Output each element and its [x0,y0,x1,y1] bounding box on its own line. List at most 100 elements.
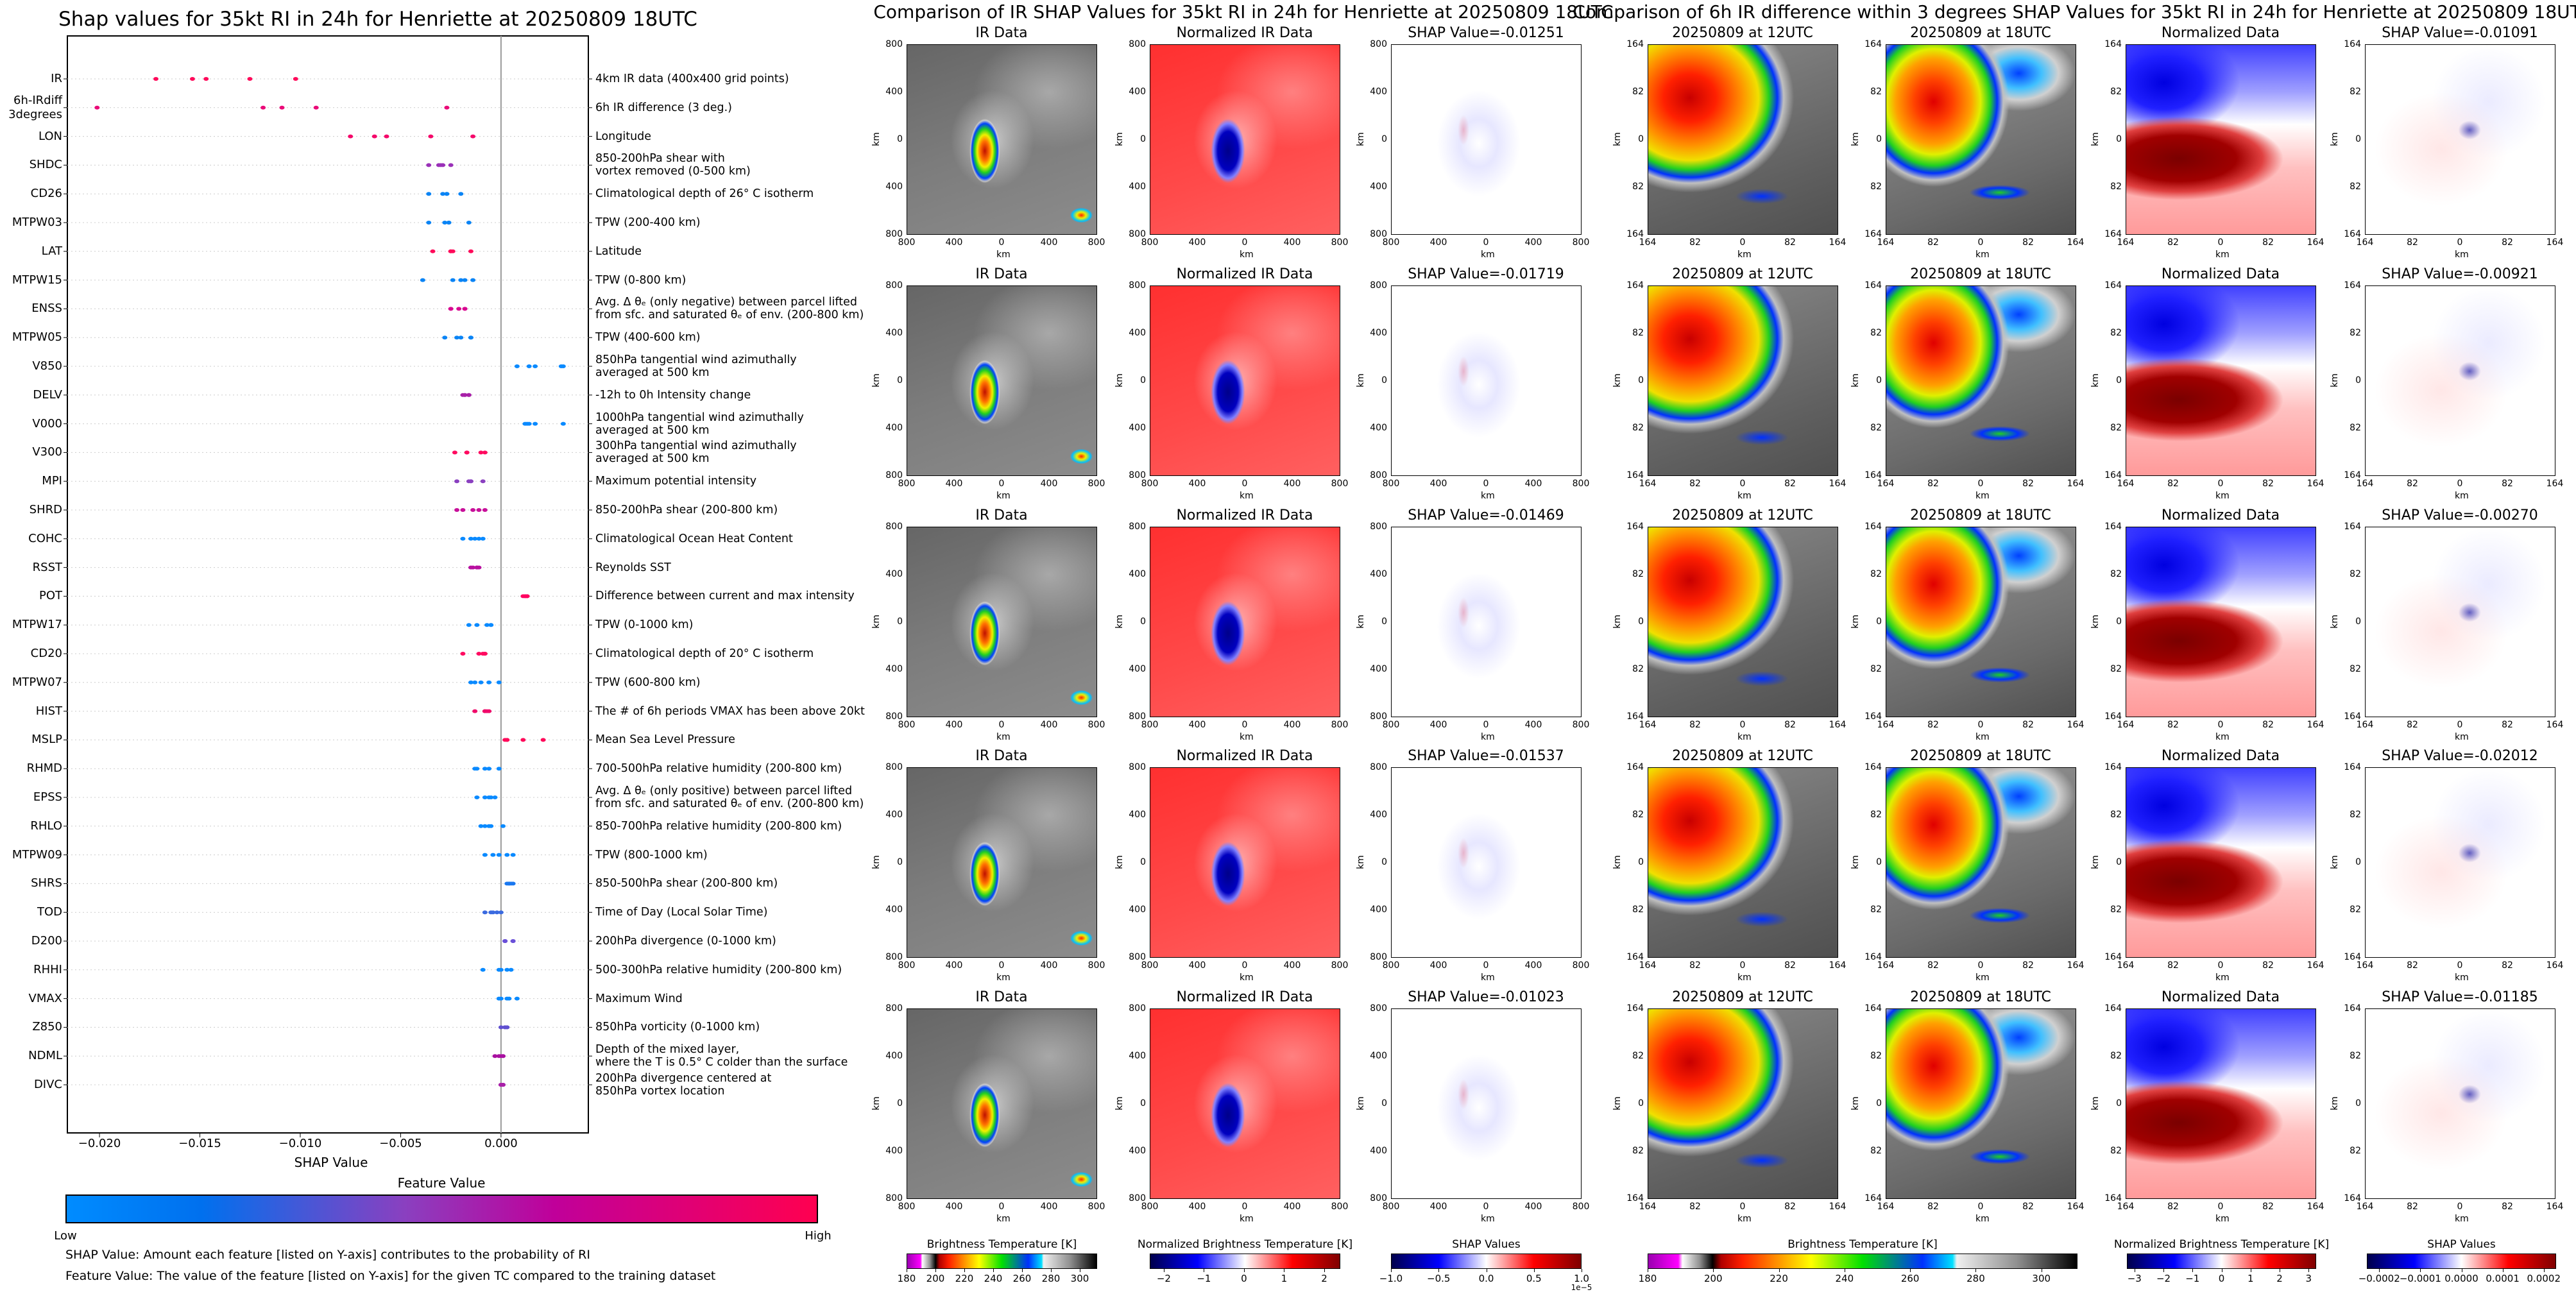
shap-point-Z850 [498,1025,504,1030]
y-axis-label: km [871,132,882,146]
y-tick-label: 800 [1129,280,1146,291]
feature-code-label: MTPW03 [12,216,62,229]
x-tick-label: 0 [2217,960,2224,971]
y-tick-label: 800 [1129,952,1146,962]
feature-description: Climatological Ocean Heat Content [595,532,793,545]
y-axis-label: km [1612,1096,1623,1110]
shap-point-MTPW07 [472,680,478,684]
x-tick-label: 0.000 [484,1137,518,1150]
panel-title: 20250809 at 12UTC [1672,989,1813,1005]
colorbar-seismic [2367,1254,2556,1269]
x-tick-label: 82 [2407,237,2418,248]
x-tick-label: 800 [898,1202,916,1212]
feature-code-label: ENSS [31,302,62,316]
y-tick-label: 0 [2116,1098,2122,1109]
y-tick-label: 164 [1626,952,1644,962]
x-tick-label: 82 [2262,1202,2274,1212]
y-tick-label: 164 [1864,1003,1882,1014]
panel-title: 20250809 at 18UTC [1910,507,2051,523]
feature-description: 850-500hPa shear (200-800 km) [595,877,778,890]
y-tick-label: 400 [1129,1146,1146,1156]
y-tick-label: 164 [2344,711,2361,722]
right-t18-image [1886,767,2076,958]
colorbar-high-label: High [805,1229,832,1243]
x-tick-label: 82 [2167,479,2179,489]
y-tick-label: 164 [2104,1003,2122,1014]
feature-description: 850hPa vorticity (0-1000 km) [595,1021,760,1034]
x-tick-label: 800 [1572,479,1590,489]
x-tick-label: 0 [1241,720,1248,730]
y-tick-label: 800 [1129,762,1146,772]
x-tick-label: 164 [2067,1202,2085,1212]
y-tick-label: 82 [1632,569,1644,579]
x-axis-label: km [1481,1214,1495,1224]
y-tick-label: 164 [2344,1193,2361,1203]
x-tick-label: 164 [2117,720,2135,730]
shap-point-MTPW05 [454,336,460,340]
y-tick-label: 0 [1140,616,1146,627]
feature-description: Reynolds SST [595,561,671,574]
y-axis-label: km [871,1096,882,1110]
y-tick-label: 82 [1632,810,1644,820]
y-tick-label: 164 [1864,522,1882,532]
shap-point-MTPW03 [442,221,448,225]
mid-shap-image [1391,285,1582,476]
y-tick-label: 0 [1381,857,1387,867]
y-tick-label: 400 [1370,423,1387,433]
x-tick-label: 0 [2457,237,2463,248]
y-axis-label: km [1850,132,1861,146]
colorbar-tick [2420,1269,2421,1272]
shap-point-SHRD [470,508,476,512]
x-axis-label: km [1240,250,1254,260]
y-tick-label: 82 [1632,1146,1644,1156]
y-axis-label: km [2329,132,2340,146]
shap-point-RHHI [504,967,510,972]
colorbar-tick-label: −2 [1156,1273,1171,1284]
mid-shap-image [1391,1008,1582,1199]
feature-description: TPW (600-800 km) [595,676,701,689]
colorbar-tick [1022,1269,1023,1272]
x-axis-label: km [2455,491,2469,501]
shap-point-SHDC [426,163,432,167]
y-tick-label: 400 [1129,1051,1146,1061]
x-tick-label: 400 [1040,237,1058,248]
colorbar-tick-label: 220 [955,1273,974,1284]
shap-point-RHHI [498,967,504,972]
shap-point-MTPW09 [510,853,516,857]
feature-code-label: MTPW05 [12,330,62,344]
colorbar-tick [2192,1269,2194,1272]
feature-code-label: MTPW09 [12,847,62,862]
x-tick-label: 400 [1283,720,1301,730]
shap-point-SHDC [440,163,446,167]
y-axis-label: km [1355,855,1366,869]
x-tick-label: 82 [1927,1202,1939,1212]
shap-point-CD26 [458,192,464,196]
x-axis-label: km [2215,973,2230,983]
feature-description: 300hPa tangential wind azimuthally avera… [595,439,797,466]
shap-point-VMAX [498,996,504,1001]
shap-point-IR [247,77,253,81]
shap-point-SHRD [460,508,466,512]
mid-norm-image [1150,767,1340,958]
colorbar-tick-label: −0.0001 [2399,1273,2441,1284]
feature-description: Depth of the mixed layer, where the T is… [595,1043,848,1069]
colorbar-tick [1243,1269,1245,1272]
colorbar-tick-label: 200 [926,1273,945,1284]
x-axis-label: km [1240,1214,1254,1224]
panel-title: IR Data [975,266,1028,282]
x-tick-label: 0 [2457,1202,2463,1212]
y-tick-label: 164 [1864,229,1882,239]
y-tick-label: 400 [1370,569,1387,579]
feature-code-label: RSST [32,560,62,574]
shap-point-V850 [560,364,566,368]
y-tick-label: 400 [1129,664,1146,674]
y-tick-label: 82 [2350,810,2361,820]
mid-norm-image [1150,44,1340,235]
x-axis-label: km [1240,973,1254,983]
shap-point-RHLO [478,824,484,828]
y-tick-label: 800 [1129,229,1146,239]
colorbar-tick-label: −1 [2185,1273,2200,1284]
feature-code-label: RHLO [30,819,62,833]
shap-point-MTPW07 [478,680,484,684]
panel-title: SHAP Value=-0.01537 [1408,748,1564,764]
